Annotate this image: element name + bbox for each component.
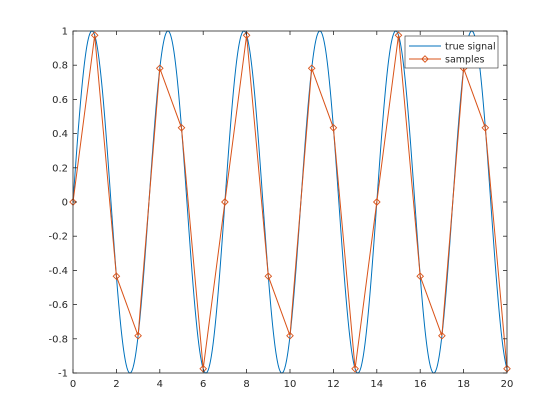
sample-point: [307, 64, 316, 73]
sample-point: [372, 198, 381, 206]
x-tick-label: 18: [457, 379, 470, 390]
sample-point: [155, 64, 164, 73]
y-tick-label: -0.2: [48, 232, 68, 243]
sample-point: [221, 198, 229, 206]
y-tick-label: -1: [58, 369, 68, 380]
sample-point: [329, 123, 338, 132]
sample-point: [438, 331, 446, 340]
legend-box: [404, 35, 499, 69]
y-tick-label: 0: [62, 198, 68, 209]
legend-marker-samples: [421, 55, 429, 63]
sample-point: [90, 31, 99, 40]
sample-point: [481, 123, 490, 132]
x-tick-label: 8: [243, 379, 249, 390]
x-tick-label: 14: [370, 379, 383, 390]
y-tick-label: 1: [62, 27, 68, 38]
x-tick-label: 20: [501, 379, 514, 390]
sample-point: [286, 331, 294, 340]
x-tick-label: 12: [327, 379, 340, 390]
sample-point: [394, 31, 403, 40]
series-layer: [69, 30, 511, 374]
x-tick-label: 2: [113, 379, 119, 390]
x-tick-label: 0: [70, 379, 76, 390]
x-tick-label: 10: [284, 379, 297, 390]
y-tick-label: 0.6: [52, 95, 68, 106]
sample-point: [242, 31, 251, 40]
y-tick-label: -0.6: [48, 300, 68, 311]
sample-point: [264, 272, 273, 281]
x-tick-label: 16: [414, 379, 427, 390]
legend: true signal samples: [404, 35, 499, 69]
y-tick-label: -0.4: [48, 266, 68, 277]
ticks-layer: 0 2 4 6 8 10 12 14 16 18 20 -1 -0.8 -0.6 -0.4 -0.2 0 0.2 0…: [48, 27, 513, 391]
y-tick-label: 0.2: [52, 163, 68, 174]
series-line-samples: [72, 35, 508, 369]
y-tick-label: 0.8: [52, 61, 68, 72]
x-tick-label: 4: [157, 379, 163, 390]
axes-background: [73, 31, 507, 373]
y-tick-label: -0.8: [48, 334, 68, 345]
sample-point: [134, 331, 142, 340]
sample-point: [177, 123, 186, 132]
sample-point: [416, 272, 425, 281]
x-tick-label: 6: [200, 379, 206, 390]
legend-label-true-signal: true signal: [445, 42, 496, 53]
sample-point: [351, 364, 359, 373]
sample-point: [112, 272, 121, 281]
y-tick-label: 0.4: [52, 129, 68, 140]
legend-label-samples: samples: [445, 55, 485, 66]
